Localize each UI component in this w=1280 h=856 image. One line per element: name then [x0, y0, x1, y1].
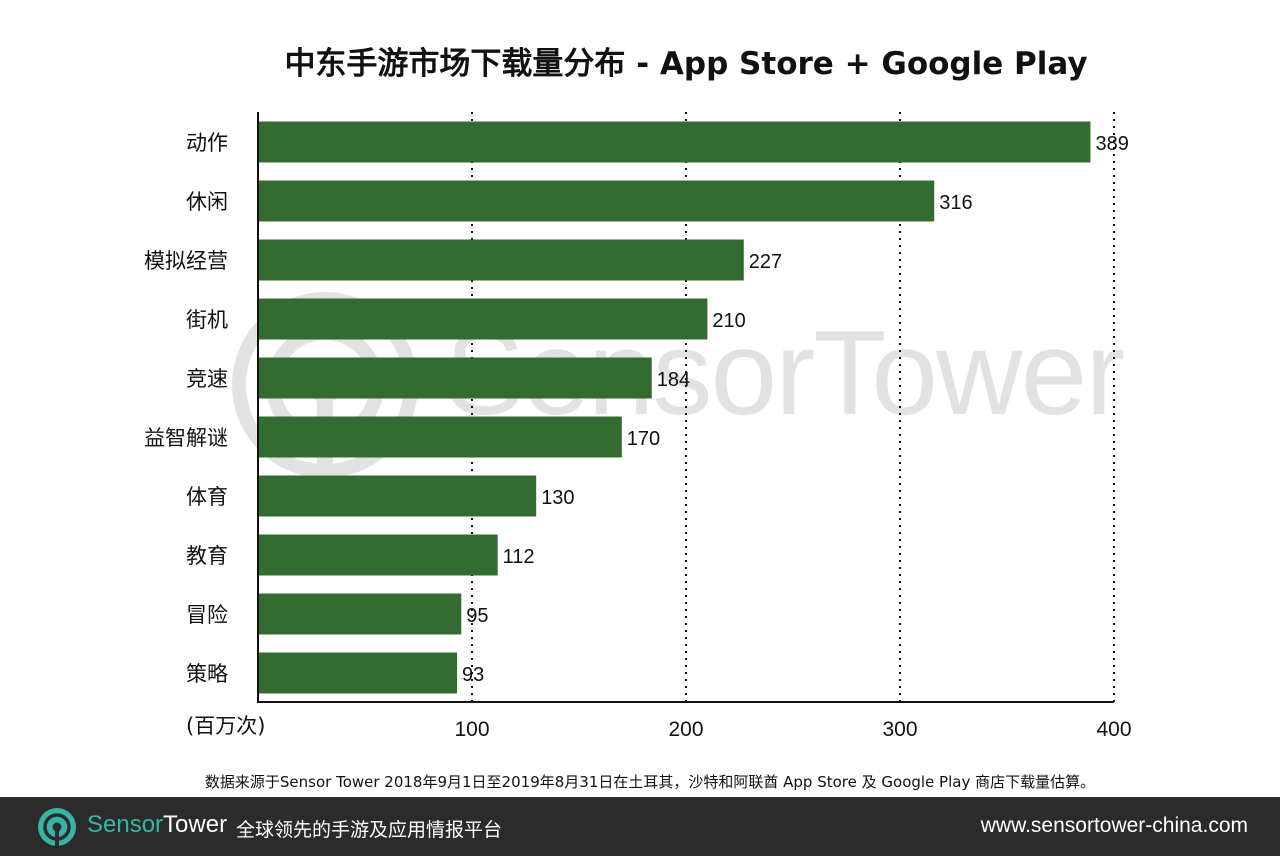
value-label: 170 — [627, 428, 660, 450]
value-label: 184 — [657, 369, 690, 391]
value-label: 389 — [1095, 133, 1128, 155]
bar-2 — [258, 239, 744, 281]
bar-6 — [258, 475, 537, 517]
axes — [257, 112, 1114, 703]
category-label: 模拟经营 — [144, 249, 228, 273]
bars — [258, 121, 1091, 694]
category-label: 体育 — [186, 485, 228, 509]
x-tick-label: 100 — [454, 718, 489, 741]
bar-4 — [258, 357, 652, 399]
category-label: 动作 — [186, 131, 228, 155]
category-label: 冒险 — [186, 603, 228, 627]
category-label: 街机 — [186, 308, 228, 332]
bar-9 — [258, 652, 458, 694]
bar-1 — [258, 180, 935, 222]
labels: 100 200 300 400 动作 389 休闲 316 模拟经营 227 街机 210 竞速 184 益… — [144, 131, 1132, 741]
category-label: 休闲 — [186, 190, 228, 214]
bar-0 — [258, 121, 1091, 163]
category-label: 竞速 — [186, 367, 228, 391]
bar-5 — [258, 416, 622, 458]
value-label: 130 — [541, 487, 574, 509]
x-tick-label: 400 — [1096, 718, 1131, 741]
value-label: 95 — [466, 605, 488, 627]
chart-title: 中东手游市场下载量分布 - App Store + Google Play — [284, 46, 1088, 82]
brand-sensor: Sensor — [87, 811, 164, 838]
bar-3 — [258, 298, 708, 340]
brand-tower: Tower — [163, 811, 228, 838]
x-tick-label: 300 — [882, 718, 917, 741]
footer-url-link[interactable]: www.sensortower-china.com — [980, 814, 1248, 837]
value-label: 316 — [939, 192, 972, 214]
footer-slogan: 全球领先的手游及应用情报平台 — [236, 819, 503, 841]
x-tick-label: 200 — [668, 718, 703, 741]
value-label: 112 — [503, 546, 535, 568]
unit-label: (百万次) — [186, 714, 266, 738]
footer-brand: SensorTower — [87, 811, 227, 839]
footer-bar: SensorTower 全球领先的手游及应用情报平台 www.sensortow… — [0, 797, 1280, 856]
bar-chart: 100 200 300 400 动作 389 休闲 316 模拟经营 227 街机 210 竞速 184 益… — [144, 112, 1132, 741]
sensortower-logo-icon — [38, 808, 76, 848]
category-label: 策略 — [186, 662, 228, 686]
value-label: 210 — [712, 310, 745, 332]
source-note: 数据来源于Sensor Tower 2018年9月1日至2019年8月31日在土… — [204, 773, 1096, 791]
value-label: 227 — [749, 251, 782, 273]
bar-7 — [258, 534, 498, 576]
category-label: 益智解谜 — [144, 426, 228, 450]
category-label: 教育 — [186, 544, 228, 568]
value-label: 93 — [462, 664, 484, 686]
bar-8 — [258, 593, 462, 635]
